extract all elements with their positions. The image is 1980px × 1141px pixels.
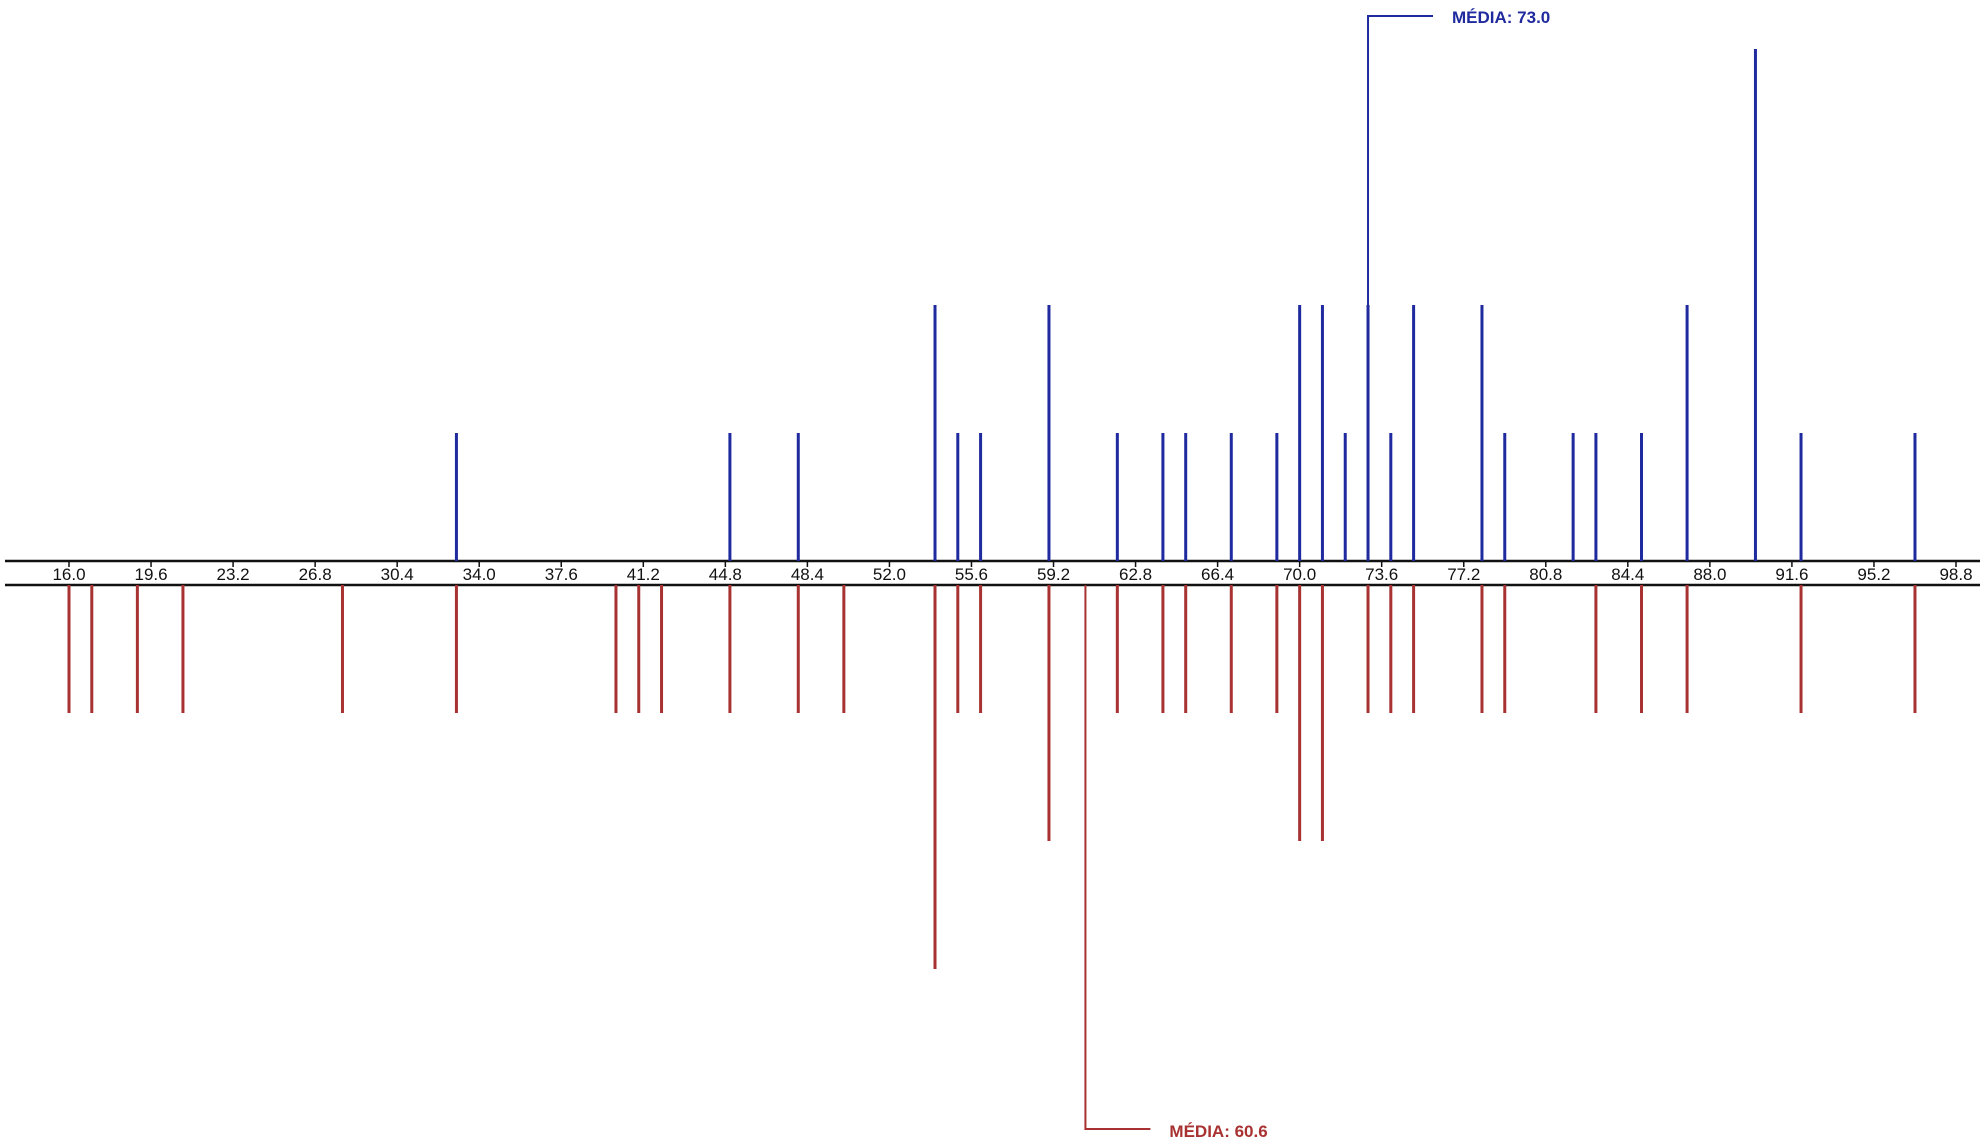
x-tick-label-21: 91.6 [1775, 565, 1808, 584]
mean-down-label: MÉDIA: 60.6 [1169, 1122, 1267, 1141]
up-bar-6 [1047, 305, 1051, 561]
down-bar-12 [933, 585, 937, 969]
x-tick-label-18: 80.8 [1529, 565, 1562, 584]
down-bar-8 [660, 585, 664, 713]
mean-up-connector [1367, 15, 1434, 561]
up-bar-12 [1298, 305, 1302, 561]
down-bar-21 [1298, 585, 1302, 841]
up-bar-19 [1503, 433, 1507, 561]
down-bar-29 [1640, 585, 1643, 713]
mean-up-label: MÉDIA: 73.0 [1452, 8, 1550, 27]
down-bar-31 [1799, 585, 1803, 713]
down-bar-20 [1275, 585, 1279, 713]
down-bar-27 [1503, 585, 1507, 713]
down-bar-0 [67, 585, 71, 713]
x-tick-label-5: 34.0 [463, 565, 496, 584]
down-bar-30 [1685, 585, 1689, 713]
x-axis-band: 16.0 19.6 23.2 26.8 30.4 34.0 37.6 41.2 44.8 48.4… [5, 559, 1980, 587]
x-axis-tick-labels: 16.0 19.6 23.2 26.8 30.4 34.0 37.6 41.2 44.8 48.4… [52, 565, 1972, 584]
x-tick-label-3: 26.8 [299, 565, 332, 584]
x-tick-label-0: 16.0 [52, 565, 85, 584]
up-bar-10 [1229, 433, 1233, 561]
x-tick-label-22: 95.2 [1857, 565, 1890, 584]
up-bar-0 [454, 433, 458, 561]
x-axis-ticks [68, 561, 1957, 567]
down-bar-5 [454, 585, 458, 713]
up-bar-26 [1913, 433, 1917, 561]
x-tick-label-2: 23.2 [217, 565, 250, 584]
up-bar-13 [1320, 305, 1324, 561]
down-bar-11 [842, 585, 846, 713]
x-tick-label-13: 62.8 [1119, 565, 1152, 584]
up-bar-5 [979, 433, 983, 561]
x-tick-label-9: 48.4 [791, 565, 824, 584]
down-bar-25 [1412, 585, 1416, 713]
up-bar-1 [728, 433, 732, 561]
x-tick-label-7: 41.2 [627, 565, 660, 584]
x-tick-label-16: 73.6 [1365, 565, 1398, 584]
down-bar-18 [1184, 585, 1188, 713]
down-bar-17 [1161, 585, 1165, 713]
x-tick-label-20: 88.0 [1693, 565, 1726, 584]
mean-annotation-up: MÉDIA: 73.0 [1367, 8, 1550, 561]
down-bar-10 [796, 585, 800, 713]
mean-annotation-down: MÉDIA: 60.6 [1084, 585, 1268, 1141]
down-bar-14 [979, 585, 983, 713]
down-bar-24 [1389, 585, 1393, 713]
up-bar-3 [933, 305, 937, 561]
x-tick-label-8: 44.8 [709, 565, 742, 584]
down-bar-16 [1115, 585, 1119, 713]
x-tick-label-14: 66.4 [1201, 565, 1234, 584]
down-bar-22 [1320, 585, 1324, 841]
down-bar-13 [956, 585, 960, 713]
series-down-bars [67, 585, 1917, 969]
up-bar-11 [1275, 433, 1279, 561]
x-tick-label-19: 84.4 [1611, 565, 1644, 584]
down-bar-28 [1594, 585, 1598, 713]
up-bar-16 [1389, 433, 1393, 561]
x-tick-label-1: 19.6 [134, 565, 167, 584]
up-bar-21 [1594, 433, 1598, 561]
up-bar-23 [1685, 305, 1689, 561]
x-tick-label-6: 37.6 [545, 565, 578, 584]
down-bar-1 [90, 585, 94, 713]
up-bar-2 [796, 433, 800, 561]
x-tick-label-11: 55.6 [955, 565, 988, 584]
x-tick-label-15: 70.0 [1283, 565, 1316, 584]
up-bar-17 [1412, 305, 1416, 561]
down-bar-9 [728, 585, 732, 713]
down-bar-6 [614, 585, 618, 713]
down-bar-19 [1229, 585, 1233, 713]
x-tick-label-17: 77.2 [1447, 565, 1480, 584]
down-bar-32 [1913, 585, 1917, 713]
x-tick-label-10: 52.0 [873, 565, 906, 584]
up-bar-7 [1115, 433, 1119, 561]
up-bar-4 [956, 433, 960, 561]
down-bar-23 [1366, 585, 1370, 713]
up-bar-14 [1343, 433, 1347, 561]
down-bar-15 [1047, 585, 1051, 841]
up-bar-25 [1799, 433, 1803, 561]
down-bar-3 [181, 585, 185, 713]
down-bar-26 [1480, 585, 1484, 713]
up-bar-24 [1753, 49, 1757, 561]
up-bar-18 [1480, 305, 1484, 561]
x-tick-label-4: 30.4 [381, 565, 414, 584]
series-up-bars [454, 49, 1917, 561]
down-bar-4 [340, 585, 344, 713]
mean-down-connector [1084, 585, 1151, 1130]
x-tick-label-12: 59.2 [1037, 565, 1070, 584]
up-bar-22 [1640, 433, 1643, 561]
x-tick-label-23: 98.8 [1939, 565, 1972, 584]
up-bar-20 [1571, 433, 1575, 561]
down-bar-2 [135, 585, 139, 713]
down-bar-7 [637, 585, 641, 713]
up-bar-9 [1184, 433, 1188, 561]
up-bar-8 [1161, 433, 1165, 561]
